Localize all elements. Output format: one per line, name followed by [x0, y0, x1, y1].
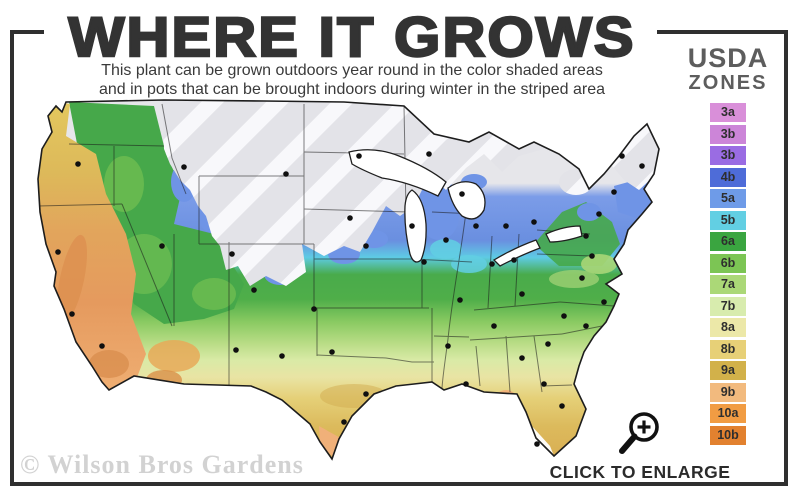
city-dot	[589, 253, 595, 259]
city-dot	[511, 257, 517, 263]
zone-swatch-7b-9: 7b	[710, 296, 746, 316]
city-dot	[363, 243, 369, 249]
city-dot	[583, 323, 589, 329]
city-dot	[531, 219, 537, 225]
city-dot	[596, 211, 602, 217]
city-dot	[541, 381, 547, 387]
city-dot	[457, 297, 463, 303]
usda-zone-map[interactable]	[14, 94, 664, 479]
west-coast-warm-strip	[38, 100, 146, 390]
city-dot	[69, 311, 75, 317]
city-dot	[181, 164, 187, 170]
city-dot	[159, 243, 165, 249]
lake-huron	[447, 181, 486, 220]
city-dot	[489, 261, 495, 267]
page-title: WHERE IT GROWS	[67, 4, 636, 69]
city-dot	[356, 153, 362, 159]
city-dot	[459, 191, 465, 197]
zones-heading: ZONES	[688, 72, 768, 94]
great-lakes	[348, 149, 583, 267]
zone-swatch-3b-1: 3b	[710, 124, 746, 144]
click-to-enlarge[interactable]: CLICK TO ENLARGE	[540, 408, 740, 483]
click-to-enlarge-label[interactable]: CLICK TO ENLARGE	[549, 462, 731, 482]
city-dot	[545, 341, 551, 347]
city-dot	[443, 237, 449, 243]
frame-title-gap	[44, 26, 657, 40]
striped-indoor-region	[162, 100, 659, 286]
zone-swatch-9b-13: 9b	[710, 382, 746, 402]
city-dot	[55, 249, 61, 255]
zone-legend: 3a 3b 3b 4b 5a 5b 6a 6b 7a 7b 8a 8b 9a 9b 10a 10b	[672, 103, 784, 445]
zone-swatch-3b-2: 3b	[710, 146, 746, 165]
usda-heading: USDA	[687, 43, 769, 73]
city-dot	[445, 343, 451, 349]
zone-swatch-5a-4: 5a	[710, 189, 746, 208]
city-dots	[55, 151, 645, 447]
subtitle: This plant can be grown outdoors year ro…	[0, 61, 704, 99]
city-dot	[409, 223, 415, 229]
city-dot	[347, 215, 353, 221]
city-dot	[251, 287, 257, 293]
zone-swatch-8a-10: 8a	[710, 318, 746, 337]
zone-swatch-10a-14: 10a	[710, 404, 746, 423]
city-dot	[519, 355, 525, 361]
city-dot	[463, 381, 469, 387]
zone-swatch-4b-3: 4b	[710, 167, 746, 187]
zone-swatch-6b-7: 6b	[710, 253, 746, 273]
city-dot	[233, 347, 239, 353]
city-dot	[519, 291, 525, 297]
florida-peach	[492, 390, 520, 422]
lake-superior	[348, 149, 447, 197]
city-dot	[363, 391, 369, 397]
city-dot	[503, 223, 509, 229]
zone-swatch-6a-6: 6a	[710, 232, 746, 251]
subtitle-line-2: and in pots that can be brought indoors …	[98, 81, 606, 98]
city-dot	[611, 189, 617, 195]
city-dot	[559, 403, 565, 409]
city-dot	[421, 259, 427, 265]
zone-swatch-3a-0: 3a	[710, 103, 746, 122]
city-dot	[473, 223, 479, 229]
city-dot	[329, 349, 335, 355]
city-dot	[601, 299, 607, 305]
subtitle-line-1: This plant can be grown outdoors year ro…	[101, 62, 603, 79]
city-dot	[341, 419, 347, 425]
city-dot	[639, 163, 645, 169]
city-dot	[229, 251, 235, 257]
zone-swatch-10b-15: 10b	[710, 425, 746, 445]
zone-swatch-7a-8: 7a	[710, 275, 746, 294]
city-dot	[279, 353, 285, 359]
city-dot	[619, 153, 625, 159]
magnifier-plus-icon[interactable]	[612, 408, 668, 460]
usda-zones-panel: USDA ZONES 3a 3b 3b 4b 5a 5b 6a 6b 7a 7b 8a 8b 9a 9b 1…	[672, 44, 784, 447]
zone-swatch-9a-12: 9a	[710, 361, 746, 380]
city-dot	[491, 323, 497, 329]
cyan-zone-patches	[430, 239, 487, 273]
city-dot	[579, 275, 585, 281]
city-dot	[311, 306, 317, 312]
city-dot	[75, 161, 81, 167]
lake-erie	[492, 239, 541, 267]
city-dot	[99, 343, 105, 349]
watermark: © Wilson Bros Gardens	[20, 450, 304, 479]
lake-ontario	[545, 225, 583, 243]
city-dot	[426, 151, 432, 157]
city-dot	[561, 313, 567, 319]
us-outline	[37, 99, 660, 461]
zone-swatch-8b-11: 8b	[710, 339, 746, 359]
city-dot	[583, 233, 589, 239]
city-dot	[283, 171, 289, 177]
city-dot	[534, 441, 540, 447]
zone-swatch-5b-5: 5b	[710, 210, 746, 230]
lake-michigan	[404, 189, 427, 263]
